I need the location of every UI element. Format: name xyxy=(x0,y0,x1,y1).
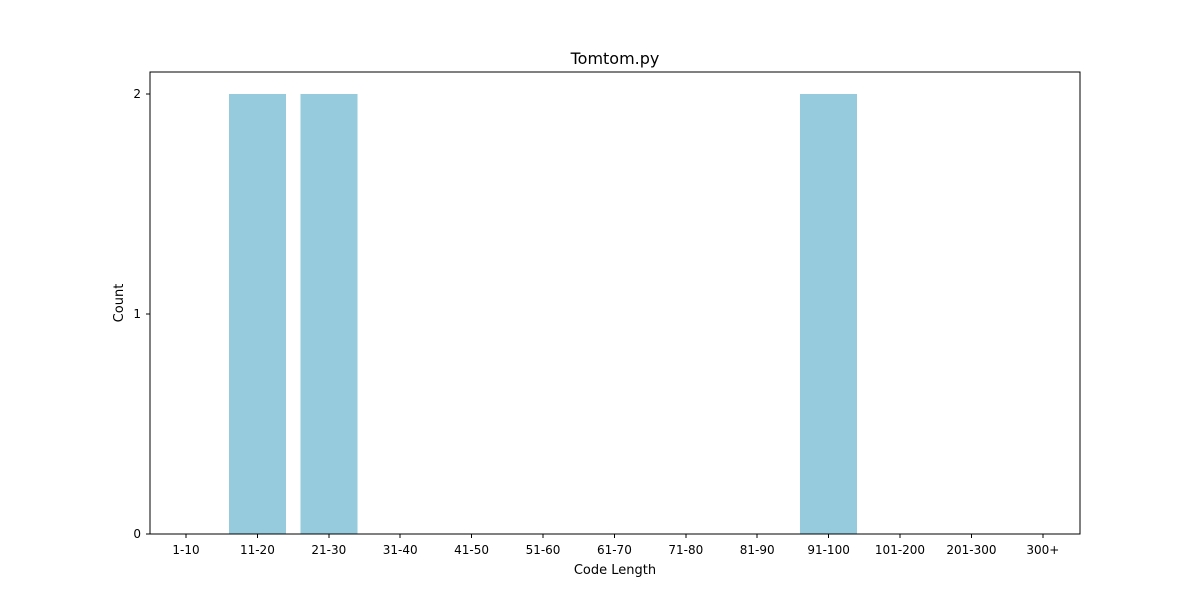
x-tick-label-51-60: 51-60 xyxy=(526,543,561,557)
x-tick-label-91-100: 91-100 xyxy=(807,543,850,557)
y-tick-label-1: 1 xyxy=(133,307,141,321)
x-tick-label-41-50: 41-50 xyxy=(454,543,489,557)
x-tick-label-201-300: 201-300 xyxy=(946,543,996,557)
x-tick-label-31-40: 31-40 xyxy=(383,543,418,557)
x-tick-label-101-200: 101-200 xyxy=(875,543,925,557)
x-ticks-layer: 1-10 11-20 21-30 31-40 41-50 51-60 61-70 71-80 8… xyxy=(172,534,1059,557)
x-tick-label-11-20: 11-20 xyxy=(240,543,275,557)
y-ticks-layer: 0 1 2 xyxy=(133,87,150,541)
bar-11-20 xyxy=(228,94,286,534)
x-tick-label-71-80: 71-80 xyxy=(668,543,703,557)
bar-21-30 xyxy=(300,94,358,534)
x-tick-label-81-90: 81-90 xyxy=(740,543,775,557)
x-tick-label-61-70: 61-70 xyxy=(597,543,632,557)
x-axis-label: Code Length xyxy=(574,563,656,578)
chart-title: Tomtom.py xyxy=(570,49,660,68)
y-tick-label-2: 2 xyxy=(133,87,141,101)
y-axis-label: Count xyxy=(112,284,127,323)
x-tick-label-300+: 300+ xyxy=(1026,543,1059,557)
x-tick-label-1-10: 1-10 xyxy=(172,543,199,557)
bar-91-100 xyxy=(800,94,858,534)
plot-frame xyxy=(149,71,1081,535)
y-tick-label-0: 0 xyxy=(133,527,141,541)
x-tick-label-21-30: 21-30 xyxy=(311,543,346,557)
bars-layer xyxy=(228,94,858,534)
